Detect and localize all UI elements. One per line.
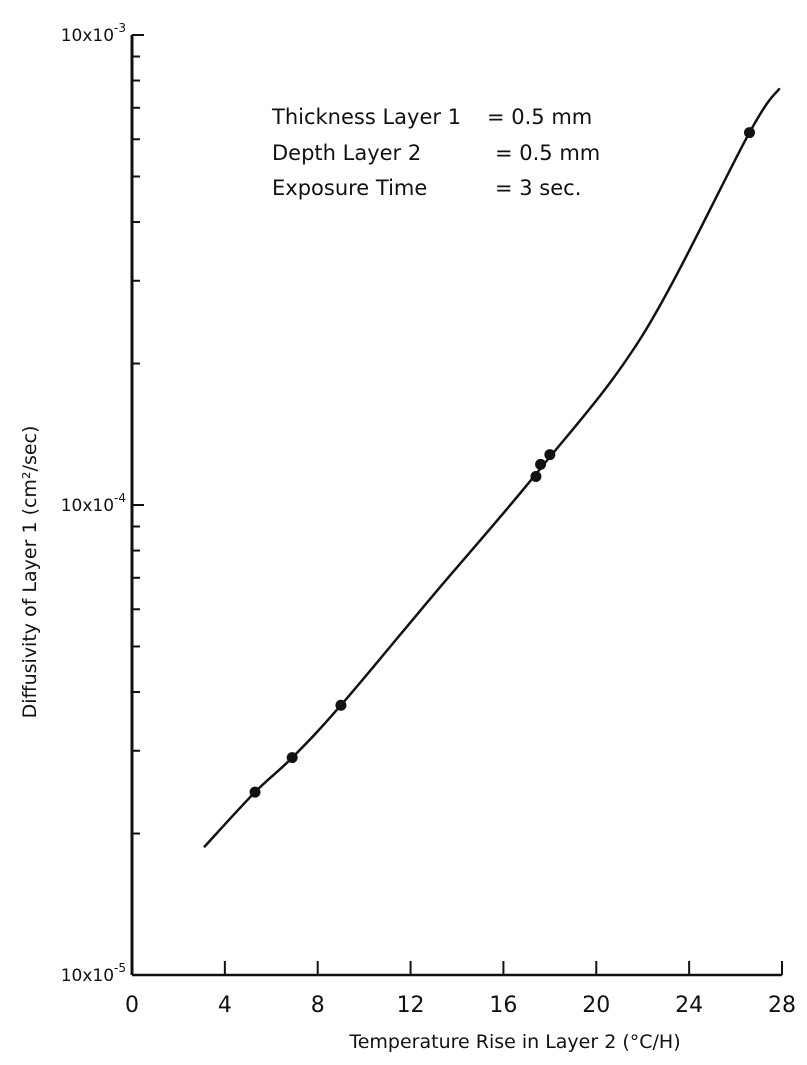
y-tick-labels: 10x10-3 10x10-4 10x10-5 [61,21,126,986]
x-tick-labels: 0 4 8 12 16 20 24 28 [125,993,796,1018]
x-ticks [225,961,782,975]
data-point [530,471,541,482]
x-tick-label: 12 [397,993,425,1018]
data-point [544,449,555,460]
data-points [250,127,755,798]
annotation-label-exposure: Exposure Time [272,176,427,200]
x-tick-label: 16 [489,993,517,1018]
data-point [744,127,755,138]
annotation-value-thickness: = 0.5 mm [487,105,592,129]
data-point [335,700,346,711]
x-tick-label: 20 [582,993,610,1018]
data-point [535,459,546,470]
x-tick-label: 4 [218,993,232,1018]
x-tick-label: 24 [675,993,703,1018]
y-tick-label: 10x10-5 [61,961,126,986]
annotation-label-thickness: Thickness Layer 1 [271,105,461,129]
y-axis-title: Diffusivity of Layer 1 (cm²/sec) [19,426,41,719]
annotation-value-depth: = 0.5 mm [495,141,600,165]
y-tick-label: 10x10-4 [61,491,126,516]
fit-curve [204,88,780,847]
x-axis-title: Temperature Rise in Layer 2 (°C/H) [348,1031,680,1053]
x-tick-label: 28 [768,993,796,1018]
annotation-box: Thickness Layer 1 = 0.5 mm Depth Layer 2… [271,105,600,200]
y-minor-ticks [132,35,144,975]
y-tick-label: 10x10-3 [61,21,126,46]
data-point [250,787,261,798]
annotation-label-depth: Depth Layer 2 [272,141,421,165]
plot-area: 0 4 8 12 16 20 24 28 10x10-3 10x10-4 10x10-5 [61,21,796,1018]
data-point [287,752,298,763]
x-tick-label: 8 [311,993,325,1018]
annotation-value-exposure: = 3 sec. [495,176,581,200]
x-tick-label: 0 [125,993,139,1018]
